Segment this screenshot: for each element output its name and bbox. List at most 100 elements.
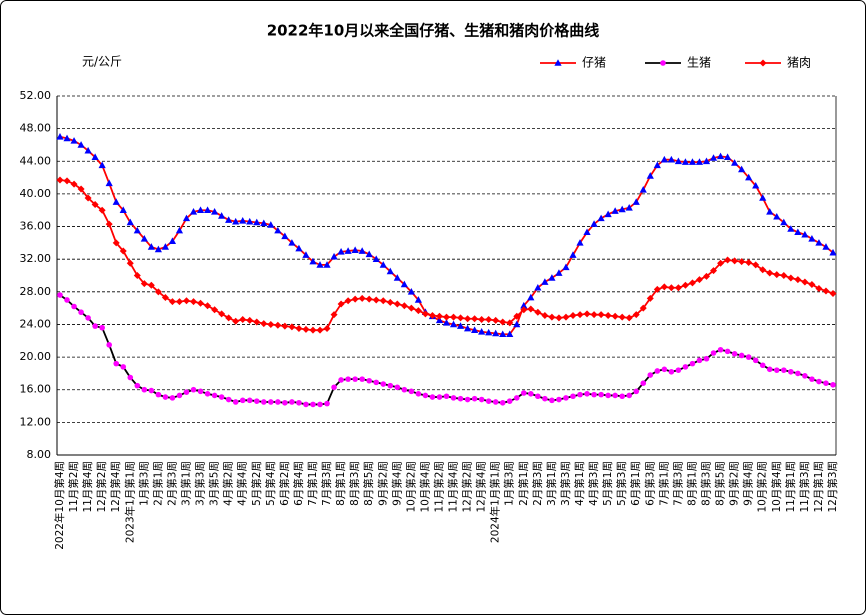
legend-marker <box>660 60 666 66</box>
data-point <box>133 272 141 279</box>
data-point <box>520 301 528 309</box>
data-point <box>520 306 528 314</box>
data-point <box>70 137 78 144</box>
data-point <box>562 313 570 321</box>
data-point <box>63 177 71 185</box>
data-point <box>780 272 788 279</box>
data-point <box>788 368 794 375</box>
data-point <box>394 384 401 391</box>
data-point <box>794 228 802 236</box>
data-point <box>204 302 212 310</box>
data-point <box>211 306 219 314</box>
data-point <box>752 261 760 269</box>
data-point <box>542 395 548 402</box>
data-point <box>316 261 324 268</box>
data-point <box>239 217 247 224</box>
data-point <box>154 245 162 253</box>
data-point <box>738 352 745 359</box>
data-point <box>759 266 767 274</box>
data-point <box>85 315 91 321</box>
x-tick-label: 4月第4周 <box>236 461 249 506</box>
data-point <box>816 378 822 385</box>
data-point <box>379 297 387 305</box>
data-point <box>147 281 155 289</box>
data-point <box>288 239 296 246</box>
data-point <box>521 390 527 396</box>
data-point <box>379 261 387 268</box>
data-point <box>731 257 739 265</box>
data-point <box>302 325 310 333</box>
data-point <box>449 320 458 328</box>
x-tick-label: 9月第2周 <box>376 461 389 506</box>
data-point <box>253 398 260 404</box>
data-point <box>752 357 759 364</box>
data-point <box>386 267 394 275</box>
data-point <box>295 325 303 333</box>
x-tick-label: 9月第4周 <box>390 461 403 506</box>
plot-area <box>57 96 836 455</box>
data-point <box>471 315 479 323</box>
data-point <box>773 271 781 279</box>
data-point <box>372 255 380 262</box>
data-point <box>168 298 176 306</box>
data-point <box>161 294 169 302</box>
data-point <box>478 327 486 335</box>
x-tick-label: 11月第4周 <box>447 461 460 513</box>
data-point <box>597 214 605 222</box>
data-point <box>422 392 429 399</box>
data-point <box>646 294 654 302</box>
data-point <box>373 379 380 386</box>
data-point <box>471 395 478 402</box>
data-point <box>485 398 492 404</box>
data-point <box>183 389 190 395</box>
data-point <box>134 382 141 389</box>
chart-title: 2022年10月以来全国仔猪、生猪和猪肉价格曲线 <box>267 22 600 40</box>
data-point <box>801 278 809 286</box>
data-point <box>681 158 690 165</box>
x-tick-label: 2022年10月第4周 <box>53 461 66 550</box>
data-point <box>126 259 134 267</box>
data-point <box>766 366 773 373</box>
data-point <box>324 400 330 407</box>
data-point <box>808 234 816 242</box>
data-point <box>787 274 795 282</box>
data-point <box>661 366 668 373</box>
data-point <box>330 252 338 260</box>
data-point <box>154 288 162 296</box>
data-point <box>119 247 127 255</box>
data-point <box>766 208 774 215</box>
data-point <box>407 304 415 312</box>
data-point <box>625 314 633 322</box>
data-point <box>239 397 246 404</box>
data-point <box>716 152 725 160</box>
data-point <box>794 276 802 284</box>
data-point <box>808 280 816 288</box>
data-point <box>189 208 198 215</box>
data-point <box>569 251 577 258</box>
data-point <box>702 157 711 165</box>
data-point <box>429 394 436 400</box>
y-tick-label: 8.00 <box>27 448 52 461</box>
data-point <box>162 394 169 400</box>
data-point <box>773 212 781 220</box>
data-point <box>295 244 303 252</box>
data-point <box>506 330 514 338</box>
data-point <box>830 382 836 388</box>
data-point <box>549 397 555 404</box>
data-point <box>709 154 718 161</box>
data-point <box>801 230 809 238</box>
data-point <box>428 311 436 319</box>
data-point <box>457 395 464 402</box>
data-point <box>414 296 422 303</box>
data-point <box>499 399 506 406</box>
x-tick-label: 5月第2周 <box>250 461 263 506</box>
data-point <box>577 391 583 398</box>
y-tick-label: 32.00 <box>20 252 52 265</box>
data-point <box>604 311 612 319</box>
data-point <box>499 330 507 338</box>
data-point <box>358 247 366 254</box>
data-point <box>527 305 535 313</box>
data-point <box>611 207 619 214</box>
x-tick-label: 11月第2周 <box>432 461 445 513</box>
data-point <box>787 225 795 232</box>
